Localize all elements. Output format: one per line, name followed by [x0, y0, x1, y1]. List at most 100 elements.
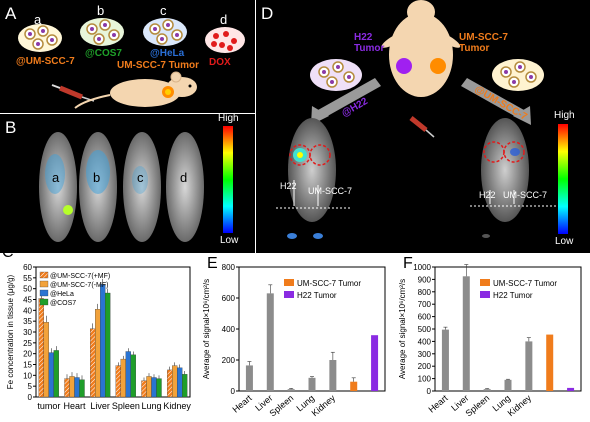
panel-d: D: [256, 0, 590, 253]
tumor-label: UM-SCC-7 Tumor: [117, 60, 200, 71]
bar: [53, 350, 59, 398]
chart-e: E 0 200 400 600 800 Average of signal×10⁶/cm²/…: [202, 255, 386, 419]
cluster-umscc: [492, 59, 544, 91]
x-tick-label: Spleen: [268, 393, 296, 419]
bar: [130, 354, 136, 398]
caption-cos7: @COS7: [85, 48, 122, 59]
y-tick-label: 400: [418, 337, 432, 346]
bar: [74, 377, 80, 398]
x-tick-label: Kidney: [310, 393, 338, 419]
legend-label: UM-SCC-7 Tumor: [297, 279, 361, 288]
y-tick-label: 45: [23, 296, 32, 305]
bar: [546, 334, 554, 391]
panel-f: F 0 100 200 300 400 500 600 700 800 900 1000 Average…: [393, 253, 590, 422]
caption-dox: DOX: [209, 57, 231, 68]
y-tick-label: 0: [427, 387, 432, 396]
bar: [182, 374, 188, 398]
left-umscc-label: UM-SCC-7: [308, 186, 352, 196]
bar: [266, 293, 274, 391]
bar: [43, 322, 49, 398]
cluster-h22: [310, 59, 362, 91]
y-axis-label: Average of signal×10⁶/cm²/s: [202, 279, 211, 379]
bar: [441, 329, 449, 391]
y-tick-label: 600: [222, 294, 236, 303]
cluster-b: [80, 18, 124, 46]
chart-f: F 0 100 200 300 400 500 600 700 800 900 1000 Average…: [398, 255, 582, 419]
mouse-letter-c: c: [137, 170, 144, 185]
y-tick-label: 5: [28, 382, 33, 391]
legend-label: UM-SCC-7 Tumor: [493, 279, 557, 288]
mouse-c: [123, 132, 161, 242]
bar: [329, 360, 337, 391]
panel-e: E 0 200 400 600 800 Average of signal×10⁶/cm²/…: [197, 253, 393, 422]
y-tick-label: 15: [23, 361, 32, 370]
bar: [69, 376, 75, 398]
legend-label: @UM-SCC-7(-MF): [50, 282, 108, 289]
legend-label: @COS7: [50, 300, 76, 307]
bar: [177, 367, 183, 398]
mouse-letter-d: d: [180, 170, 188, 185]
bar: [151, 377, 157, 398]
x-tick-label: Spleen: [112, 401, 140, 411]
bar: [371, 335, 379, 391]
x-tick-label: Lung: [141, 401, 161, 411]
mouse-letter-b: b: [93, 170, 101, 185]
x-tick-label: Kidney: [506, 393, 534, 419]
colorbar-high: High: [554, 110, 575, 121]
group-letter-b: b: [97, 3, 105, 18]
bar: [115, 365, 121, 398]
panel-a-label: A: [5, 4, 17, 23]
panel-b-imaging: [39, 126, 233, 242]
cluster-d: [205, 27, 245, 53]
group-letter-c: c: [160, 3, 167, 18]
panel-f-label: F: [403, 255, 413, 272]
bar: [38, 298, 44, 398]
bar: [525, 341, 533, 391]
x-tick-label: Heart: [63, 401, 86, 411]
y-axis-label: Average of signal×10⁶/cm²/s: [398, 279, 407, 379]
bar: [125, 351, 131, 398]
arrow-right: [461, 78, 531, 125]
y-tick-label: 400: [222, 325, 236, 334]
y-tick-label: 0: [28, 393, 33, 402]
legend-swatch: [480, 291, 490, 298]
y-tick-label: 1000: [413, 263, 431, 272]
mouse-d: [166, 132, 204, 242]
bar: [156, 378, 162, 398]
y-tick-label: 700: [418, 300, 432, 309]
y-tick-label: 60: [23, 263, 32, 272]
x-tick-label: tumor: [37, 401, 60, 411]
legend-label: H22 Tumor: [493, 291, 533, 300]
bar: [287, 389, 295, 391]
syringe-icon: [409, 116, 435, 138]
bar: [483, 389, 491, 391]
bar: [64, 378, 70, 398]
bar: [95, 309, 101, 398]
legend-swatch: [480, 279, 490, 286]
y-tick-label: 0: [231, 387, 236, 396]
syringe-icon: [51, 84, 95, 102]
panel-b: B a b c d: [0, 114, 255, 253]
x-tick-label: Kidney: [163, 401, 191, 411]
y-tick-label: 500: [418, 325, 432, 334]
cluster-c: [143, 18, 187, 46]
caption-hela: @HeLa: [150, 48, 185, 59]
imaged-mouse-right: [470, 118, 556, 238]
x-tick-label: Liver: [90, 401, 110, 411]
y-tick-label: 800: [222, 263, 236, 272]
bar: [567, 387, 575, 391]
bar: [504, 379, 512, 391]
mouse-top: [381, 0, 461, 97]
panel-b-label: B: [5, 118, 17, 137]
bar: [141, 380, 147, 398]
y-tick-label: 10: [23, 371, 32, 380]
legend-swatch: [39, 271, 49, 279]
y-tick-label: 900: [418, 275, 432, 284]
y-tick-label: 800: [418, 288, 432, 297]
panel-c: C051015202530354045505560Fe concentratio…: [0, 253, 197, 422]
y-tick-label: 200: [222, 356, 236, 365]
bar: [48, 352, 54, 398]
colorbar: [223, 126, 233, 233]
legend-swatch: [284, 291, 294, 298]
panel-a: A: [0, 0, 255, 113]
